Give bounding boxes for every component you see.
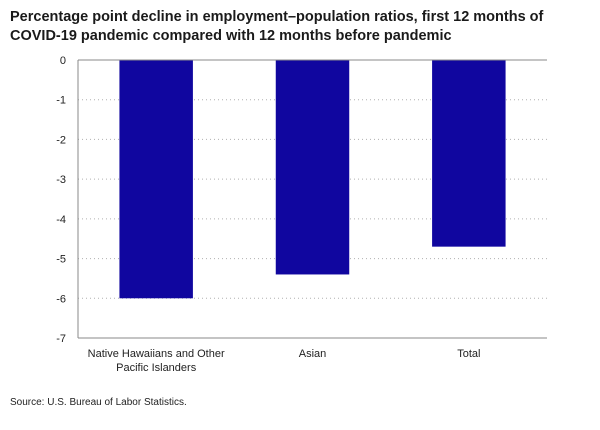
y-tick-label: -6 (56, 293, 66, 305)
y-tick-label: -2 (56, 134, 66, 146)
y-tick-label: -3 (56, 174, 66, 186)
chart-title: Percentage point decline in employment–p… (10, 8, 590, 46)
chart-title-line-1: Percentage point decline in employment–p… (10, 9, 544, 25)
x-tick-label-line: Native Hawaiians and Other (87, 348, 225, 360)
chart-title-line-2: COVID-19 pandemic compared with 12 month… (10, 28, 452, 44)
x-tick-label-line: Asian (298, 348, 327, 360)
y-tick-label: -5 (56, 254, 66, 266)
x-tick-label: Total (389, 347, 549, 361)
x-tick-label-line: Total (457, 348, 481, 360)
source-note: Source: U.S. Bureau of Labor Statistics. (10, 397, 187, 408)
bar (119, 60, 193, 299)
bar (275, 60, 350, 275)
x-tick-label-line: Pacific Islanders (116, 362, 197, 374)
bar (432, 60, 506, 247)
x-tick-label: Native Hawaiians and Other Pacific Island… (76, 347, 236, 375)
x-tick-label: Asian (233, 347, 393, 361)
y-tick-label: -1 (56, 95, 66, 107)
y-tick-label: -7 (56, 333, 66, 345)
y-tick-label: -4 (56, 214, 66, 226)
y-tick-label: 0 (60, 55, 66, 67)
